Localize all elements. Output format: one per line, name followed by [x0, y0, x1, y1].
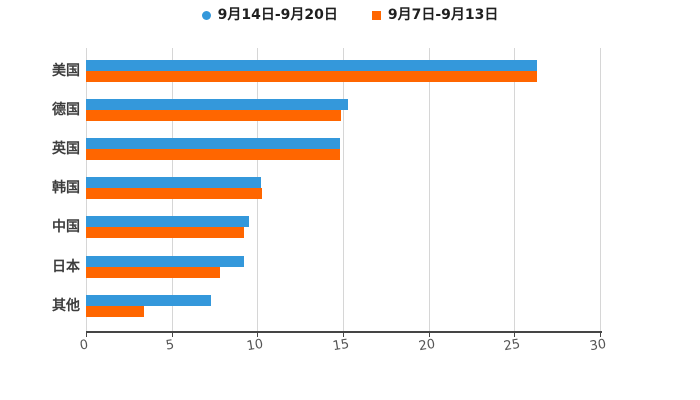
bar-series2-1 [86, 70, 537, 82]
series1-circle-marker-icon [201, 10, 211, 20]
category-label-3: 英国 [52, 140, 80, 157]
x-tick-label-30: 30 [588, 336, 608, 355]
x-tick-label-20: 20 [417, 336, 436, 355]
x-axis-line [86, 331, 602, 333]
category-label-5: 中国 [52, 219, 80, 236]
bar-series1-5 [86, 216, 249, 228]
bar-series2-6 [86, 266, 220, 278]
bar-series2-7 [86, 305, 145, 317]
gridline-25 [514, 48, 516, 332]
x-tick-label-25: 25 [502, 336, 522, 355]
gridline-30 [600, 48, 601, 332]
bar-series2-2 [86, 109, 342, 121]
x-axis-tick-10 [257, 332, 259, 337]
bar-series2-4 [86, 188, 263, 200]
bar-series1-1 [86, 59, 537, 71]
x-tick-label-15: 15 [331, 336, 351, 355]
legend-item-series-2[interactable]: 9月7日-9月13日 [371, 7, 499, 23]
x-axis-tick-5 [171, 332, 173, 337]
legend: 9月14日-9月20日 9月7日-9月13日 [0, 5, 700, 25]
gridline-15 [343, 48, 344, 332]
x-axis-tick-30 [600, 332, 601, 337]
category-label-7: 其他 [52, 297, 80, 314]
legend-item-series-1[interactable]: 9月14日-9月20日 [201, 7, 338, 23]
bar-series1-3 [86, 137, 340, 149]
x-axis-tick-25 [514, 332, 516, 337]
bar-series1-7 [86, 294, 212, 306]
legend-label-series-1: 9月14日-9月20日 [217, 7, 338, 23]
bar-series1-6 [86, 255, 244, 267]
bar-series1-4 [86, 177, 261, 189]
series2-square-marker-icon [371, 10, 381, 20]
x-tick-label-10: 10 [245, 336, 265, 355]
x-axis-tick-20 [428, 332, 430, 337]
category-label-1: 美国 [52, 62, 80, 79]
category-label-6: 日本 [52, 258, 80, 275]
category-label-2: 德国 [52, 101, 80, 118]
bar-series2-3 [86, 148, 340, 160]
x-tick-label-0: 0 [78, 337, 90, 354]
category-label-4: 韩国 [52, 180, 80, 197]
x-tick-label-5: 5 [164, 337, 175, 354]
legend-label-series-2: 9月7日-9月13日 [387, 7, 499, 23]
bar-series2-5 [86, 227, 244, 239]
x-axis-tick-15 [343, 332, 344, 337]
gridline-20 [428, 48, 430, 332]
x-axis-tick-0 [86, 332, 87, 337]
bar-series1-2 [86, 98, 349, 110]
